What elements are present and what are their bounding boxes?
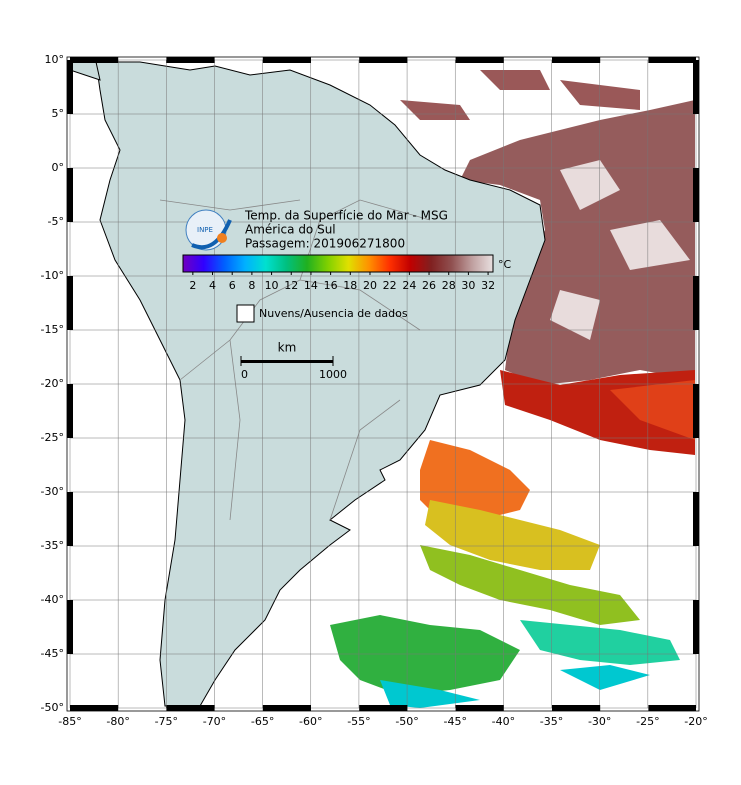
subtitle: América do Sul <box>245 223 336 237</box>
x-tick-label: -75° <box>155 715 178 728</box>
y-tick-label: -50° <box>41 701 64 714</box>
x-tick-label: -55° <box>347 715 370 728</box>
y-tick-label: -45° <box>41 647 64 660</box>
x-tick-label: -85° <box>58 715 81 728</box>
logo-sun <box>217 233 227 243</box>
legend-swatch <box>236 304 255 323</box>
x-tick-label: -80° <box>106 715 129 728</box>
scale-ticks: 0 1000 <box>240 356 347 381</box>
colorbar-tick-label: 24 <box>402 279 416 292</box>
logo-text: INPE <box>197 226 213 234</box>
colorbar-tick-label: 30 <box>461 279 475 292</box>
colorbar-unit: °C <box>498 258 512 271</box>
colorbar-tick-label: 14 <box>304 279 318 292</box>
y-tick-label: 10° <box>45 53 65 66</box>
colorbar-tick-label: 18 <box>343 279 357 292</box>
colorbar-tick-label: 28 <box>442 279 456 292</box>
x-tick-label: -40° <box>492 715 515 728</box>
x-tick-label: -70° <box>203 715 226 728</box>
sst-brown <box>460 100 695 385</box>
colorbar-tick-label: 16 <box>324 279 338 292</box>
x-tick-label: -45° <box>443 715 466 728</box>
colorbar-tick-label: 8 <box>248 279 255 292</box>
graticule <box>69 59 697 709</box>
y-tick-label: 5° <box>52 107 65 120</box>
sst-lightgreen <box>420 545 640 625</box>
x-tick-label: -65° <box>251 715 274 728</box>
legend-label: Nuvens/Ausencia de dados <box>259 307 408 320</box>
colorbar-tick-label: 10 <box>265 279 279 292</box>
colorbar-tick-label: 22 <box>383 279 397 292</box>
colorbar-tick-label: 6 <box>229 279 236 292</box>
x-tick-label: -50° <box>395 715 418 728</box>
sst-orange <box>420 440 530 520</box>
y-tick-label: 0° <box>52 161 65 174</box>
scale-tick-label: 1000 <box>319 368 347 381</box>
x-tick-label: -60° <box>299 715 322 728</box>
pass-time: Passagem: 201906271800 <box>245 237 405 251</box>
sst-yellow <box>425 500 600 570</box>
y-tick-label: -20° <box>41 377 64 390</box>
sst-cyan <box>380 665 650 708</box>
logo: INPE <box>185 209 232 251</box>
scale-unit: km <box>278 341 297 355</box>
sst-green <box>330 615 520 695</box>
borders <box>159 199 431 521</box>
colorbar-tick-label: 12 <box>284 279 298 292</box>
x-tick-label: -30° <box>588 715 611 728</box>
x-tick-label: -25° <box>636 715 659 728</box>
sst-brown <box>400 70 640 120</box>
scale-bar <box>241 360 333 363</box>
title: Temp. da Superfície do Mar - MSG <box>244 209 448 223</box>
colorbar-tick-label: 2 <box>189 279 196 292</box>
frame <box>66 56 700 712</box>
y-tick-label: -10° <box>41 269 64 282</box>
sst-red <box>610 380 695 440</box>
colorbar <box>182 254 494 273</box>
y-tick-label: -15° <box>41 323 64 336</box>
colorbar-tick-label: 20 <box>363 279 377 292</box>
x-tick-label: -35° <box>540 715 563 728</box>
y-tick-label: -25° <box>41 431 64 444</box>
y-tick-label: -35° <box>41 539 64 552</box>
sst-pale <box>550 160 690 340</box>
colorbar-ticks: 2 4 6 8 10 12 14 16 18 20 22 24 26 28 30 32 <box>189 272 495 292</box>
y-tick-label: -5° <box>48 215 64 228</box>
scale-tick-label: 0 <box>241 368 248 381</box>
y-tick-label: -30° <box>41 485 64 498</box>
logo-swoosh <box>191 219 232 250</box>
colorbar-tick-label: 32 <box>481 279 495 292</box>
y-tick-label: -40° <box>41 593 64 606</box>
colorbar-tick-label: 26 <box>422 279 436 292</box>
colorbar-tick-label: 4 <box>209 279 216 292</box>
x-tick-label: -20° <box>684 715 707 728</box>
